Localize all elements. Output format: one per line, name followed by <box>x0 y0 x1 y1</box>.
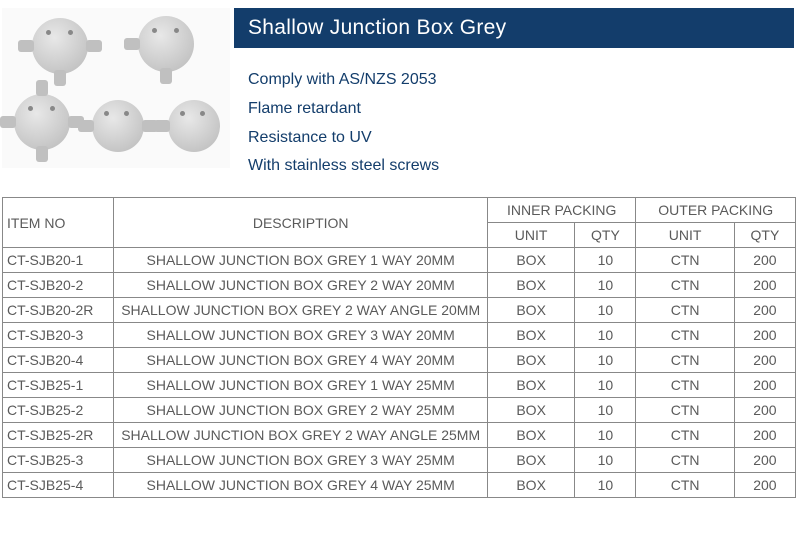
table-row: CT-SJB25-4SHALLOW JUNCTION BOX GREY 4 WA… <box>3 473 796 498</box>
feature-item: Flame retardant <box>248 95 800 124</box>
cell-desc: SHALLOW JUNCTION BOX GREY 2 WAY ANGLE 20… <box>114 298 488 323</box>
cell-desc: SHALLOW JUNCTION BOX GREY 4 WAY 25MM <box>114 473 488 498</box>
cell-item: CT-SJB20-2R <box>3 298 114 323</box>
cell-desc: SHALLOW JUNCTION BOX GREY 3 WAY 20MM <box>114 323 488 348</box>
feature-item: Comply with AS/NZS 2053 <box>248 66 800 95</box>
cell-item: CT-SJB25-2R <box>3 423 114 448</box>
cell-inner-qty: 10 <box>575 398 636 423</box>
cell-item: CT-SJB20-1 <box>3 248 114 273</box>
right-column: Shallow Junction Box Grey Comply with AS… <box>234 8 800 181</box>
spec-table-body: CT-SJB20-1SHALLOW JUNCTION BOX GREY 1 WA… <box>3 248 796 498</box>
table-row: CT-SJB20-3SHALLOW JUNCTION BOX GREY 3 WA… <box>3 323 796 348</box>
cell-outer-qty: 200 <box>734 448 795 473</box>
cell-outer-unit: CTN <box>636 323 734 348</box>
cell-outer-qty: 200 <box>734 398 795 423</box>
cell-outer-unit: CTN <box>636 423 734 448</box>
cell-outer-unit: CTN <box>636 473 734 498</box>
cell-outer-unit: CTN <box>636 348 734 373</box>
cell-inner-qty: 10 <box>575 373 636 398</box>
cell-outer-qty: 200 <box>734 248 795 273</box>
product-image <box>2 8 230 168</box>
feature-item: Resistance to UV <box>248 124 800 153</box>
th-description: DESCRIPTION <box>114 198 488 248</box>
feature-item: With stainless steel screws <box>248 152 800 181</box>
th-inner-packing: INNER PACKING <box>487 198 636 223</box>
cell-inner-unit: BOX <box>487 248 574 273</box>
cell-item: CT-SJB20-4 <box>3 348 114 373</box>
table-row: CT-SJB25-3SHALLOW JUNCTION BOX GREY 3 WA… <box>3 448 796 473</box>
cell-outer-qty: 200 <box>734 323 795 348</box>
cell-desc: SHALLOW JUNCTION BOX GREY 3 WAY 25MM <box>114 448 488 473</box>
cell-inner-qty: 10 <box>575 248 636 273</box>
cell-inner-unit: BOX <box>487 373 574 398</box>
cell-inner-qty: 10 <box>575 273 636 298</box>
cell-inner-unit: BOX <box>487 398 574 423</box>
cell-item: CT-SJB25-2 <box>3 398 114 423</box>
cell-inner-unit: BOX <box>487 423 574 448</box>
table-row: CT-SJB25-1SHALLOW JUNCTION BOX GREY 1 WA… <box>3 373 796 398</box>
cell-item: CT-SJB25-4 <box>3 473 114 498</box>
th-outer-packing: OUTER PACKING <box>636 198 796 223</box>
cell-outer-unit: CTN <box>636 273 734 298</box>
cell-item: CT-SJB20-3 <box>3 323 114 348</box>
cell-outer-unit: CTN <box>636 248 734 273</box>
cell-desc: SHALLOW JUNCTION BOX GREY 2 WAY ANGLE 25… <box>114 423 488 448</box>
table-row: CT-SJB20-4SHALLOW JUNCTION BOX GREY 4 WA… <box>3 348 796 373</box>
table-row: CT-SJB20-2SHALLOW JUNCTION BOX GREY 2 WA… <box>3 273 796 298</box>
cell-outer-qty: 200 <box>734 273 795 298</box>
cell-outer-unit: CTN <box>636 298 734 323</box>
cell-item: CT-SJB25-1 <box>3 373 114 398</box>
cell-outer-qty: 200 <box>734 373 795 398</box>
th-inner-unit: UNIT <box>487 223 574 248</box>
cell-outer-unit: CTN <box>636 373 734 398</box>
cell-inner-unit: BOX <box>487 323 574 348</box>
cell-inner-unit: BOX <box>487 298 574 323</box>
cell-outer-qty: 200 <box>734 423 795 448</box>
table-row: CT-SJB20-2RSHALLOW JUNCTION BOX GREY 2 W… <box>3 298 796 323</box>
cell-inner-unit: BOX <box>487 473 574 498</box>
cell-desc: SHALLOW JUNCTION BOX GREY 4 WAY 20MM <box>114 348 488 373</box>
cell-item: CT-SJB25-3 <box>3 448 114 473</box>
cell-outer-unit: CTN <box>636 398 734 423</box>
cell-desc: SHALLOW JUNCTION BOX GREY 1 WAY 25MM <box>114 373 488 398</box>
cell-inner-qty: 10 <box>575 323 636 348</box>
spec-table: ITEM NO DESCRIPTION INNER PACKING OUTER … <box>2 197 796 498</box>
th-item-no: ITEM NO <box>3 198 114 248</box>
cell-desc: SHALLOW JUNCTION BOX GREY 1 WAY 20MM <box>114 248 488 273</box>
spec-table-wrap: ITEM NO DESCRIPTION INNER PACKING OUTER … <box>2 197 798 498</box>
cell-outer-qty: 200 <box>734 348 795 373</box>
top-section: Shallow Junction Box Grey Comply with AS… <box>0 0 800 181</box>
cell-desc: SHALLOW JUNCTION BOX GREY 2 WAY 20MM <box>114 273 488 298</box>
table-row: CT-SJB20-1SHALLOW JUNCTION BOX GREY 1 WA… <box>3 248 796 273</box>
th-outer-qty: QTY <box>734 223 795 248</box>
cell-inner-unit: BOX <box>487 448 574 473</box>
th-inner-qty: QTY <box>575 223 636 248</box>
table-row: CT-SJB25-2SHALLOW JUNCTION BOX GREY 2 WA… <box>3 398 796 423</box>
cell-item: CT-SJB20-2 <box>3 273 114 298</box>
cell-outer-qty: 200 <box>734 298 795 323</box>
cell-inner-qty: 10 <box>575 298 636 323</box>
th-outer-unit: UNIT <box>636 223 734 248</box>
cell-inner-unit: BOX <box>487 348 574 373</box>
cell-inner-qty: 10 <box>575 348 636 373</box>
cell-inner-qty: 10 <box>575 473 636 498</box>
cell-inner-qty: 10 <box>575 448 636 473</box>
cell-outer-unit: CTN <box>636 448 734 473</box>
cell-outer-qty: 200 <box>734 473 795 498</box>
cell-inner-unit: BOX <box>487 273 574 298</box>
feature-list: Comply with AS/NZS 2053 Flame retardant … <box>234 48 800 181</box>
table-row: CT-SJB25-2RSHALLOW JUNCTION BOX GREY 2 W… <box>3 423 796 448</box>
cell-inner-qty: 10 <box>575 423 636 448</box>
page-title: Shallow Junction Box Grey <box>234 8 794 48</box>
cell-desc: SHALLOW JUNCTION BOX GREY 2 WAY 25MM <box>114 398 488 423</box>
